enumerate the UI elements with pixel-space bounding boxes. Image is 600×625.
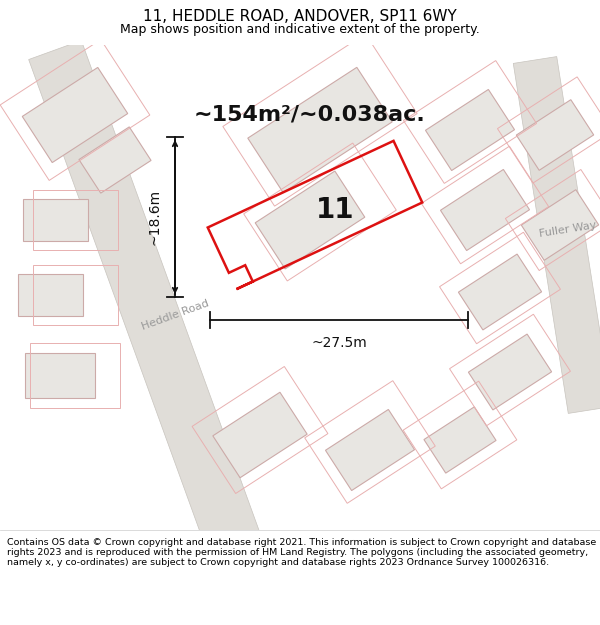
Polygon shape bbox=[425, 89, 515, 171]
Polygon shape bbox=[29, 41, 266, 569]
Text: 11, HEDDLE ROAD, ANDOVER, SP11 6WY: 11, HEDDLE ROAD, ANDOVER, SP11 6WY bbox=[143, 9, 457, 24]
Polygon shape bbox=[255, 171, 365, 269]
Polygon shape bbox=[440, 169, 530, 251]
Polygon shape bbox=[458, 254, 542, 330]
Text: Fuller Way: Fuller Way bbox=[539, 221, 598, 239]
Polygon shape bbox=[17, 274, 83, 316]
Text: ~27.5m: ~27.5m bbox=[311, 336, 367, 350]
Text: Heddle Road: Heddle Road bbox=[140, 298, 210, 332]
Polygon shape bbox=[517, 99, 593, 171]
Text: ~18.6m: ~18.6m bbox=[147, 189, 161, 245]
Text: Contains OS data © Crown copyright and database right 2021. This information is : Contains OS data © Crown copyright and d… bbox=[7, 538, 596, 568]
Polygon shape bbox=[513, 57, 600, 413]
Polygon shape bbox=[521, 189, 599, 261]
Text: Map shows position and indicative extent of the property.: Map shows position and indicative extent… bbox=[120, 23, 480, 36]
Polygon shape bbox=[424, 407, 496, 473]
Polygon shape bbox=[22, 68, 128, 162]
Polygon shape bbox=[213, 392, 307, 478]
Polygon shape bbox=[79, 127, 151, 193]
Polygon shape bbox=[23, 199, 88, 241]
Text: 11: 11 bbox=[316, 196, 354, 224]
Polygon shape bbox=[325, 409, 415, 491]
Polygon shape bbox=[469, 334, 551, 410]
Polygon shape bbox=[25, 352, 95, 398]
Polygon shape bbox=[248, 68, 392, 192]
Text: ~154m²/~0.038ac.: ~154m²/~0.038ac. bbox=[194, 105, 426, 125]
